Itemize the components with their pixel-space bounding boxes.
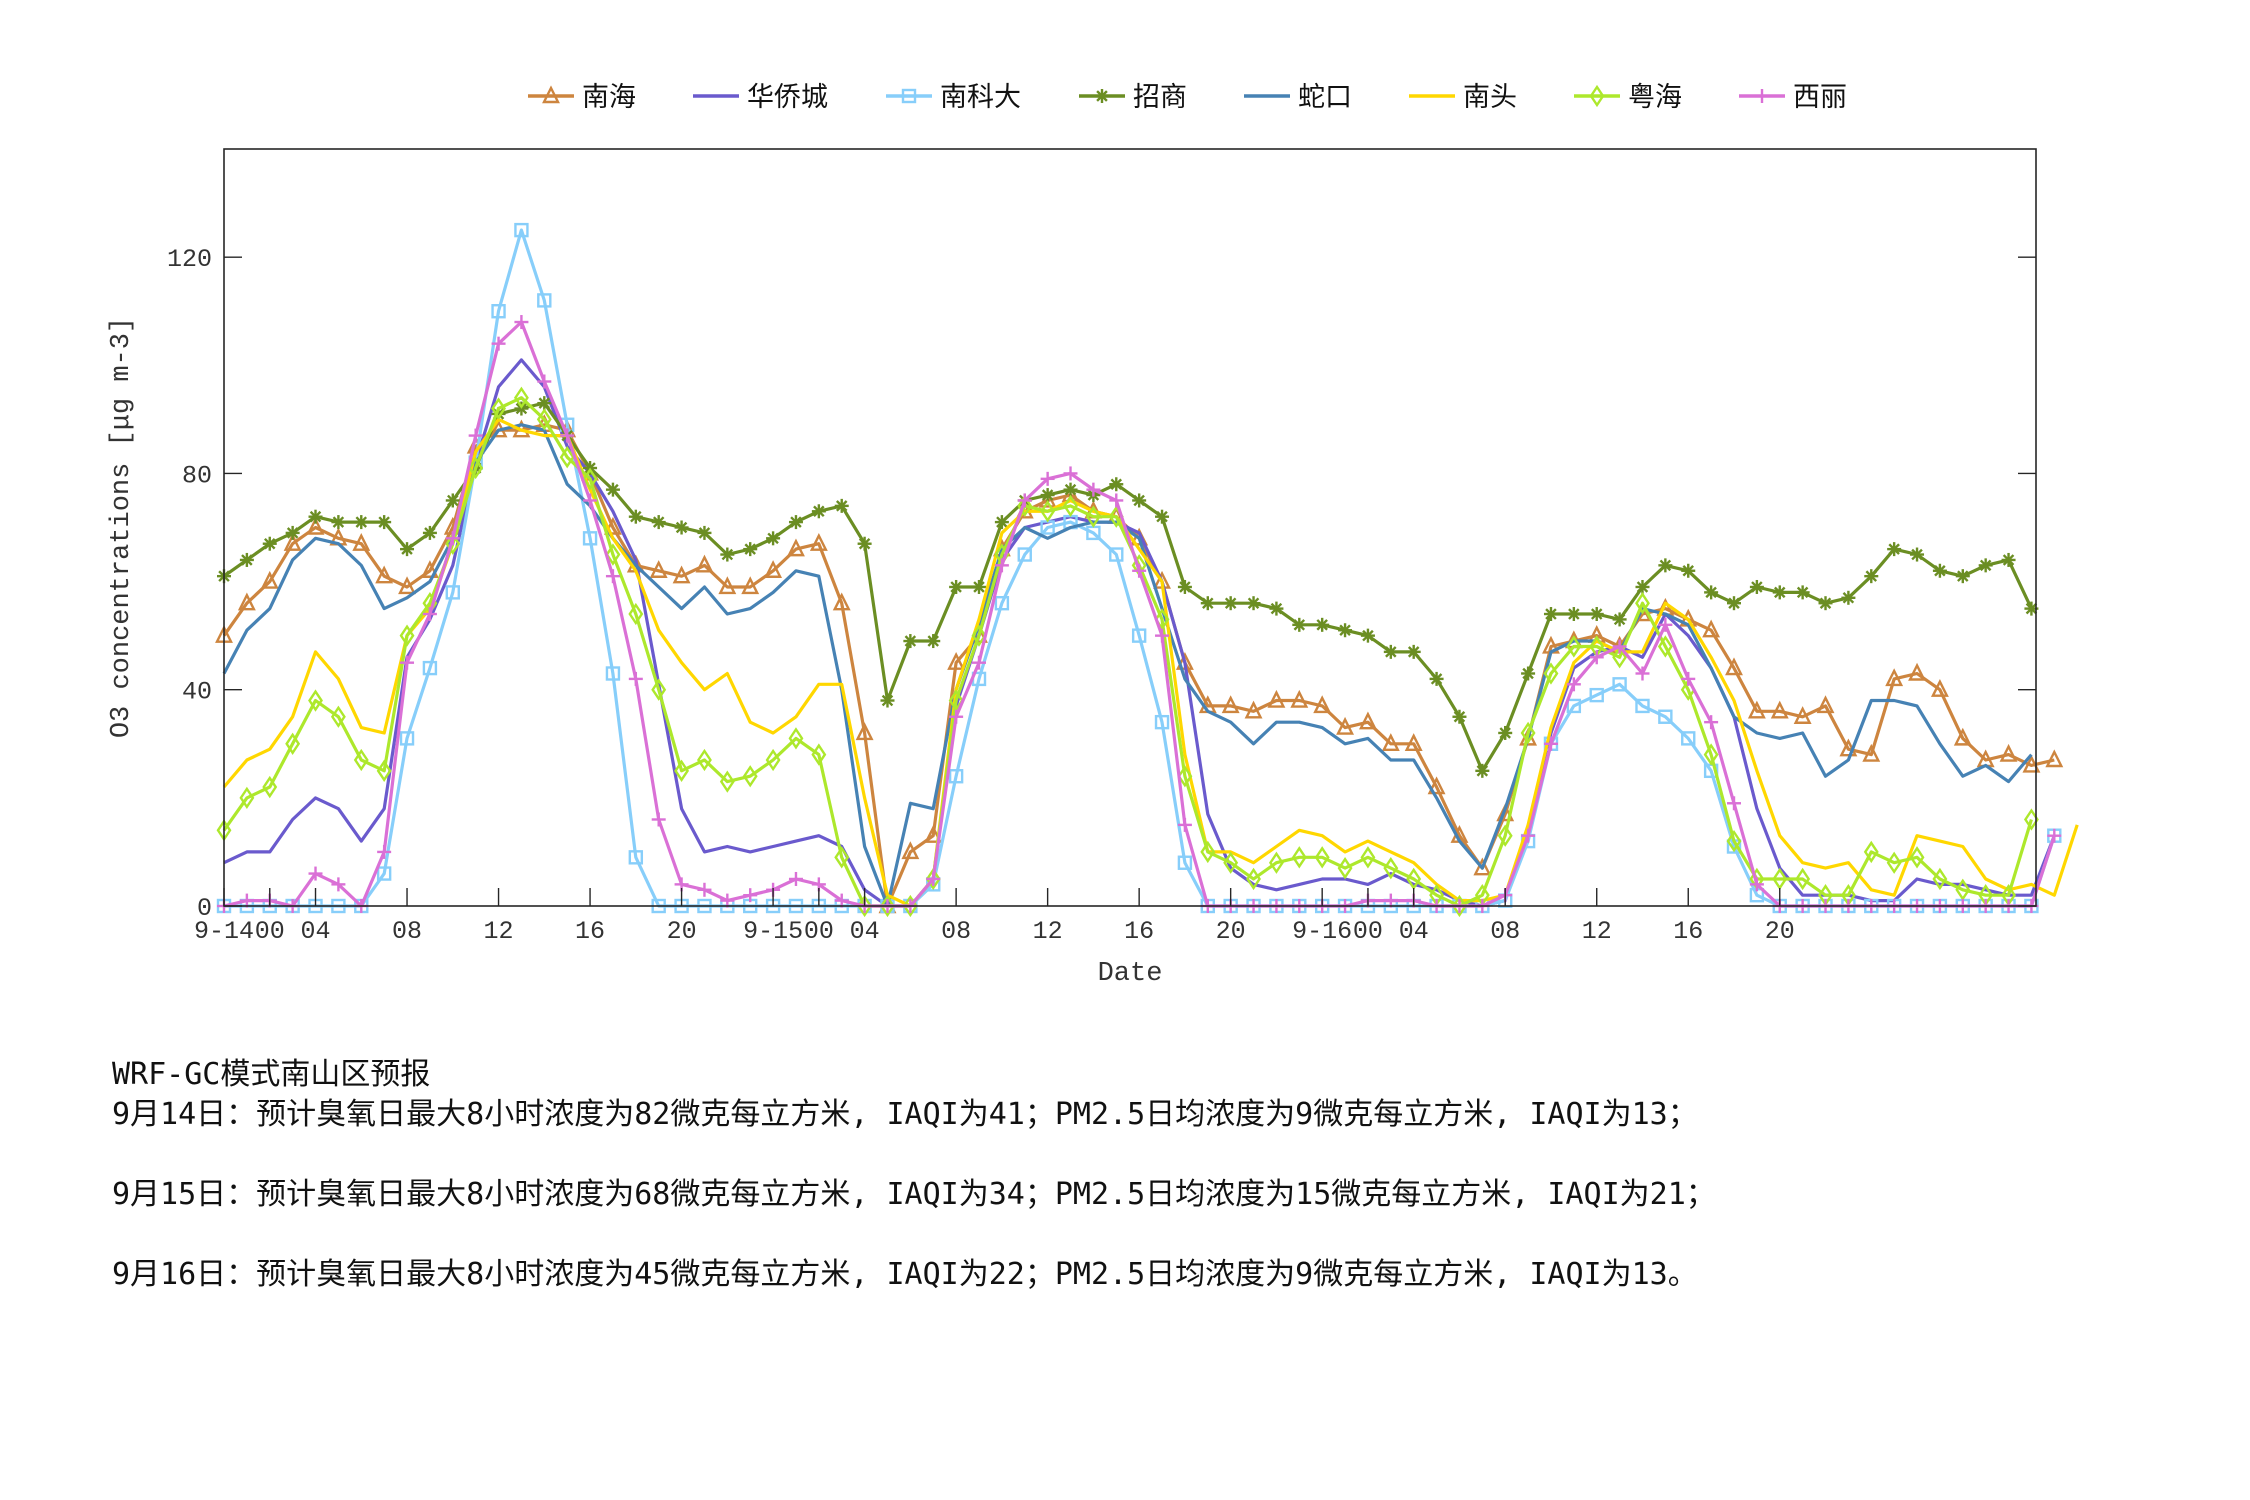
legend-item: 蛇口 <box>1244 82 1352 113</box>
y-tick-label: 0 <box>197 894 212 923</box>
x-tick-label: 9-15 <box>743 917 803 946</box>
legend-item: 招商 <box>1079 82 1187 113</box>
legend-item: 南海 <box>528 82 636 113</box>
x-tick-label: 12 <box>1033 917 1063 946</box>
y-tick-label: 80 <box>182 461 212 490</box>
legend-item: 南科大 <box>886 82 1021 113</box>
series-line <box>223 358 2056 908</box>
forecast-day-1: 9月14日：预计臭氧日最大8小时浓度为82微克每立方米, IAQI为41；PM2… <box>112 1097 1698 1132</box>
x-tick-label: 20 <box>1765 917 1795 946</box>
legend-label: 南头 <box>1463 82 1517 113</box>
forecast-notes: WRF-GC模式南山区预报 9月14日：预计臭氧日最大8小时浓度为82微克每立方… <box>112 1055 1716 1335</box>
y-tick-label: 120 <box>167 245 212 274</box>
x-tick-label: 16 <box>1124 917 1154 946</box>
chart-legend: 南海 华侨城 南科大 招商 蛇口 南头 粤海 西丽 <box>528 82 1847 113</box>
forecast-title: WRF-GC模式南山区预报 <box>112 1057 431 1092</box>
x-tick-label: 04 <box>301 917 331 946</box>
y-axis-title: O3 concentrations [μg m-3] <box>107 317 137 738</box>
x-tick-label: 08 <box>1490 917 1520 946</box>
x-axis-title: Date <box>1098 959 1163 989</box>
axes-frame <box>223 148 2037 907</box>
x-tick-label: 04 <box>850 917 880 946</box>
x-tick-label: 00 <box>255 917 285 946</box>
legend-label: 南海 <box>582 82 636 113</box>
x-tick-label: 08 <box>941 917 971 946</box>
series-line <box>222 417 2079 908</box>
legend-label: 西丽 <box>1793 82 1847 113</box>
x-tick-label: 9-14 <box>194 917 254 946</box>
plot-area <box>215 222 2079 918</box>
series-line <box>222 423 2033 908</box>
legend-label: 蛇口 <box>1298 82 1352 113</box>
forecast-day-2: 9月15日：预计臭氧日最大8小时浓度为68微克每立方米, IAQI为34；PM2… <box>112 1177 1716 1212</box>
x-tick-label: 04 <box>1399 917 1429 946</box>
legend-label: 华侨城 <box>747 82 828 113</box>
x-tick-label: 9-16 <box>1292 917 1352 946</box>
legend-item: 华侨城 <box>693 82 828 113</box>
legend-item: 粤海 <box>1574 82 1682 113</box>
x-tick-label: 00 <box>804 917 834 946</box>
x-tick-label: 20 <box>667 917 697 946</box>
series-line <box>215 414 2064 914</box>
series-line <box>216 386 2039 918</box>
x-tick-label: 16 <box>575 917 605 946</box>
legend-item: 南头 <box>1409 82 1517 113</box>
x-tick-label: 12 <box>484 917 514 946</box>
x-tick-label: 16 <box>1673 917 1703 946</box>
x-tick-label: 08 <box>392 917 422 946</box>
forecast-day-3: 9月16日：预计臭氧日最大8小时浓度为45微克每立方米, IAQI为22；PM2… <box>112 1257 1698 1292</box>
legend-label: 南科大 <box>940 82 1021 113</box>
series-line <box>217 396 2039 778</box>
y-tick-label: 40 <box>182 678 212 707</box>
legend-label: 粤海 <box>1628 82 1682 113</box>
legend-label: 招商 <box>1133 82 1187 113</box>
legend-item: 西丽 <box>1739 82 1847 113</box>
x-tick-label: 12 <box>1582 917 1612 946</box>
x-tick-label: 00 <box>1353 917 1383 946</box>
x-tick-label: 20 <box>1216 917 1246 946</box>
